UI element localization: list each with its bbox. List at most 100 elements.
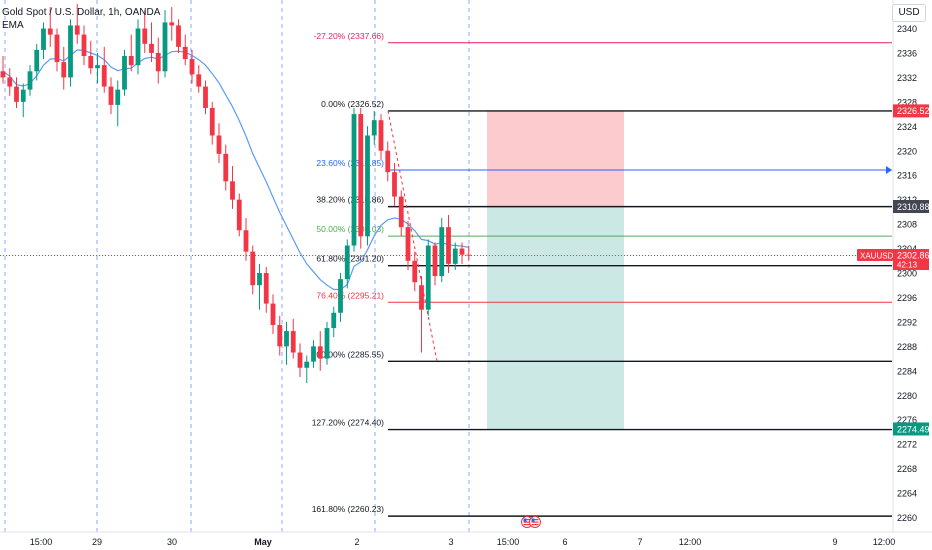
time-tick-label: 15:00 <box>30 537 53 547</box>
indicator-label[interactable]: EMA <box>2 20 24 31</box>
candle <box>439 218 445 283</box>
price-tick-label: 2324 <box>897 122 917 132</box>
candle-body <box>196 74 202 87</box>
candle-body <box>398 196 404 228</box>
candle-body <box>34 49 40 72</box>
candle <box>284 321 289 365</box>
event-markers[interactable] <box>521 516 541 528</box>
candle-body <box>230 181 235 200</box>
candle <box>223 144 229 191</box>
candle <box>68 19 73 87</box>
price-tick-label: 2320 <box>897 146 917 156</box>
candle-body <box>290 331 296 353</box>
candle <box>189 49 195 84</box>
candle <box>311 340 316 368</box>
candle-body <box>257 273 262 286</box>
candle <box>378 114 384 160</box>
symbol-title[interactable]: Gold Spot / U.S. Dollar, 1h, OANDA <box>2 7 161 18</box>
candle <box>297 343 303 377</box>
candle-body <box>189 59 195 75</box>
flag-canton <box>531 518 535 522</box>
candle-body <box>203 86 208 108</box>
time-tick-label: 2 <box>354 537 359 547</box>
time-tick-label: 29 <box>92 537 102 547</box>
candle <box>392 162 397 206</box>
candle <box>176 19 181 53</box>
candle <box>290 318 296 359</box>
current-price-text: 2302.86 <box>897 251 930 261</box>
price-tick-label: 2316 <box>897 171 917 181</box>
candle-body <box>243 230 249 252</box>
candle-body <box>101 65 107 87</box>
candle-body <box>182 46 188 60</box>
candle <box>270 294 276 335</box>
price-tick-label: 2332 <box>897 73 917 83</box>
candle-body <box>270 303 276 325</box>
price-tick-label: 2272 <box>897 440 917 450</box>
candle <box>344 239 350 289</box>
time-axis[interactable]: 15:00 29 30 May 2 3 15:00 6 7 12:00 9 12:00 <box>0 531 932 550</box>
candle-body <box>88 56 94 69</box>
candle-body <box>74 25 80 35</box>
candle <box>20 83 26 118</box>
candle <box>257 263 262 310</box>
candle-body <box>378 120 384 151</box>
price-marker-badge <box>893 422 929 436</box>
candle-body <box>358 114 364 237</box>
fib-level-label: 61.80% (2301.20) <box>316 254 384 264</box>
candle <box>385 141 391 182</box>
candle-body <box>311 346 316 362</box>
flag-stripe <box>531 521 539 523</box>
fib-trend-line <box>387 110 438 362</box>
candle-body <box>14 86 19 102</box>
candle-body <box>135 28 141 66</box>
candle-body <box>405 227 411 261</box>
currency-button[interactable]: USD <box>892 4 926 22</box>
fib-level-label: 38.20% (2310.86) <box>316 195 384 205</box>
candle-body <box>108 86 114 105</box>
candle-body <box>452 248 458 264</box>
candle <box>459 242 465 264</box>
time-tick-label: 7 <box>637 537 642 547</box>
fib-level-label: 76.40% (2295.21) <box>316 290 384 300</box>
ema-polyline <box>2 49 469 291</box>
price-tick-label: 2288 <box>897 342 917 352</box>
candle-body <box>47 28 53 35</box>
candle-body <box>216 135 222 154</box>
candle <box>95 52 100 84</box>
price-tick-label: 2336 <box>897 48 917 58</box>
candle-body <box>223 153 229 182</box>
time-axis-bg <box>0 532 932 550</box>
candle <box>371 111 377 145</box>
candle-body <box>122 56 127 90</box>
long-position-tool[interactable] <box>487 110 624 429</box>
candle-body <box>7 77 13 87</box>
time-tick-label: 9 <box>832 537 837 547</box>
candle-body <box>209 107 215 136</box>
fibonacci-retracement[interactable]: -27.20% (2337.66) 0.00% (2326.52) 23.60% (… <box>312 31 892 517</box>
price-tick-label: 2268 <box>897 464 917 474</box>
candle-body <box>338 279 343 313</box>
candle <box>331 306 337 338</box>
candle-body <box>324 328 330 359</box>
candle <box>61 46 67 90</box>
candle-body <box>344 245 350 280</box>
candle-body <box>128 56 134 66</box>
candle-body <box>297 352 303 368</box>
candle <box>169 7 175 41</box>
candle-body <box>0 71 6 78</box>
candle <box>425 239 431 316</box>
price-tick-label: 2260 <box>897 513 917 523</box>
candle <box>162 10 168 78</box>
candle <box>230 166 235 209</box>
candle-body <box>27 71 33 90</box>
candle <box>419 276 424 353</box>
candle <box>128 34 134 72</box>
candle <box>54 28 60 72</box>
candle <box>34 43 40 81</box>
candle <box>47 7 53 47</box>
price-axis[interactable]: 2340233623322328232423202316231223082304… <box>857 0 932 550</box>
price-tick-label: 2284 <box>897 366 917 376</box>
candle-body <box>149 43 154 53</box>
